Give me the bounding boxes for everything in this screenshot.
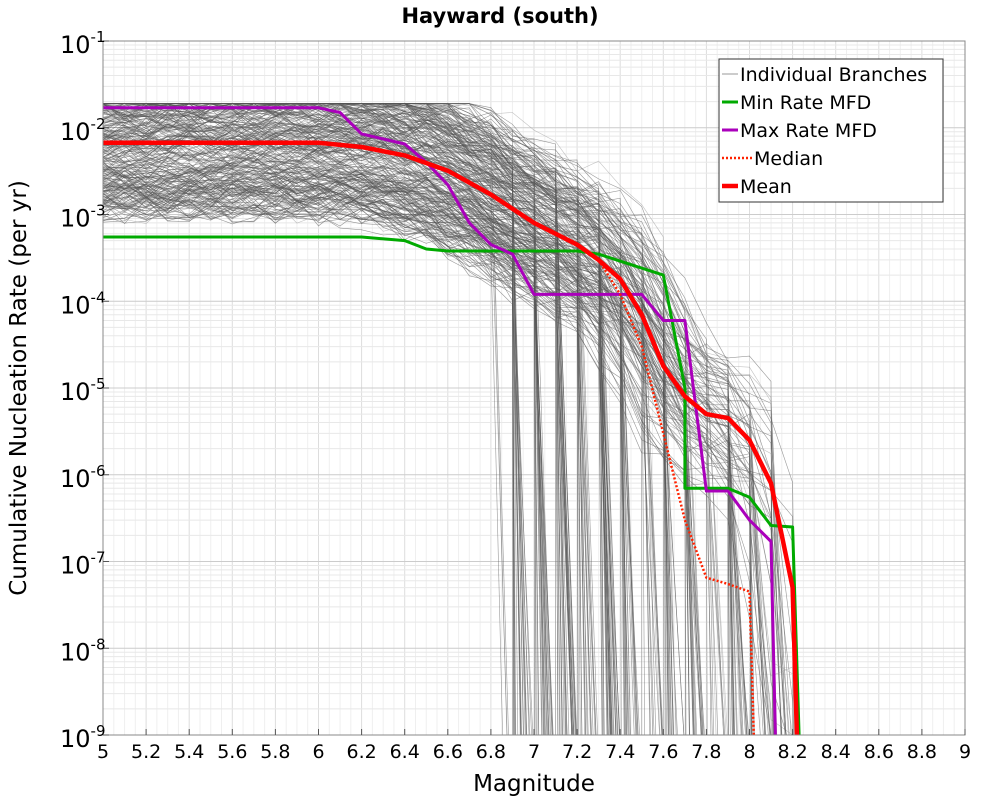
branch-line	[102, 140, 674, 736]
branch-line	[102, 119, 787, 736]
x-axis-ticks: 5 5.2 5.4 5.6 5.8 6 6.2 6.4 6.6 6.8 7 7.2 7.4 7.6 7.8 8…	[97, 729, 971, 763]
series-max-rate-mfd	[103, 106, 777, 736]
branch-line	[102, 119, 553, 736]
legend: Individual Branches Min Rate MFD Max Rat…	[718, 58, 944, 203]
x-tick-label: 7.4	[605, 741, 635, 763]
series-mean	[103, 140, 800, 736]
chart-title: Hayward (south)	[401, 4, 598, 28]
branch-line	[102, 183, 503, 736]
x-tick-label: 5.8	[260, 741, 290, 763]
y-axis-ticks: 10-1 10-2 10-3 10-4 10-5 10-6 10-7 10-8 10-9	[60, 28, 109, 753]
x-tick-label: 6.4	[390, 741, 420, 763]
y-tick-label: 10-7	[60, 549, 106, 580]
legend-label-branches: Individual Branches	[740, 64, 927, 86]
x-tick-label: 8.4	[821, 741, 851, 763]
branch-line	[102, 193, 516, 736]
branch-line	[102, 164, 586, 736]
y-tick-label: 10-8	[60, 635, 106, 666]
series-lines	[103, 106, 801, 736]
branch-line	[102, 184, 553, 736]
branch-line	[102, 109, 782, 736]
x-tick-label: 7.2	[562, 741, 592, 763]
legend-label-median: Median	[754, 148, 823, 170]
branch-line	[102, 155, 782, 736]
branch-line	[102, 104, 639, 736]
branch-line	[102, 135, 614, 736]
branch-line	[102, 103, 670, 736]
branch-line	[102, 170, 540, 736]
y-tick-label: 10-1	[60, 28, 106, 59]
branch-line	[102, 137, 638, 736]
series-min-rate-mfd	[103, 235, 801, 736]
y-tick-label: 10-3	[60, 202, 106, 233]
x-tick-label: 8.2	[777, 741, 807, 763]
branch-line	[102, 182, 575, 736]
branch-line	[102, 143, 724, 736]
x-tick-label: 5	[97, 741, 109, 763]
x-tick-label: 5.4	[174, 741, 204, 763]
branch-line	[102, 163, 611, 736]
branch-line	[102, 133, 515, 736]
branch-line	[102, 103, 616, 736]
branch-line	[102, 103, 796, 736]
x-tick-label: 8.6	[864, 741, 894, 763]
branch-line	[103, 103, 604, 736]
branch-line	[102, 152, 697, 736]
x-tick-label: 9	[959, 741, 971, 763]
branch-line	[102, 153, 629, 736]
x-tick-label: 8	[743, 741, 755, 763]
x-tick-label: 7	[528, 741, 540, 763]
legend-label-min: Min Rate MFD	[740, 92, 871, 114]
x-tick-label: 6	[312, 741, 324, 763]
branch-line	[102, 125, 771, 736]
x-tick-label: 6.2	[346, 741, 376, 763]
branch-line	[102, 187, 545, 736]
branch-line	[102, 103, 674, 736]
y-tick-label: 10-6	[60, 462, 106, 493]
x-tick-label: 7.8	[691, 741, 721, 763]
branch-line	[102, 174, 752, 736]
branch-line	[102, 127, 572, 736]
branch-line	[102, 186, 583, 736]
y-axis-label: Cumulative Nucleation Rate (per yr)	[6, 180, 32, 596]
branch-line	[102, 148, 690, 736]
y-tick-label: 10-5	[60, 375, 106, 406]
branch-line	[102, 123, 753, 736]
branch-line	[102, 197, 694, 736]
branch-line	[102, 104, 617, 736]
branch-line	[103, 103, 667, 736]
legend-label-max: Max Rate MFD	[740, 120, 877, 142]
branch-line	[102, 132, 608, 736]
branch-line	[102, 158, 532, 736]
legend-box	[718, 58, 944, 203]
branch-line	[102, 151, 729, 736]
branch-line	[102, 113, 514, 736]
x-tick-label: 6.8	[476, 741, 506, 763]
branch-line	[102, 174, 625, 736]
legend-label-mean: Mean	[740, 176, 792, 198]
branch-line	[102, 137, 627, 736]
branch-line	[102, 180, 708, 736]
x-tick-label: 7.6	[648, 741, 678, 763]
y-tick-label: 10-9	[60, 722, 106, 753]
branch-line	[102, 123, 704, 736]
branch-line	[102, 200, 669, 736]
branch-line	[102, 181, 777, 736]
x-tick-label: 5.2	[131, 741, 161, 763]
x-axis-label: Magnitude	[473, 771, 595, 797]
x-tick-label: 8.8	[907, 741, 937, 763]
x-tick-label: 5.6	[217, 741, 247, 763]
y-tick-label: 10-2	[60, 115, 106, 146]
branch-line	[102, 160, 619, 736]
x-tick-label: 6.6	[433, 741, 463, 763]
y-tick-label: 10-4	[60, 288, 106, 319]
